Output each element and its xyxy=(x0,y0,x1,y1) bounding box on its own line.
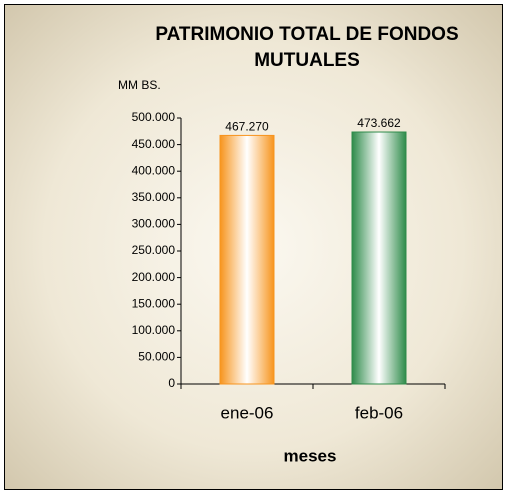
y-tick-label: 250.000 xyxy=(132,243,176,257)
x-tick-label: ene-06 xyxy=(221,403,274,422)
value-label: 467.270 xyxy=(225,120,269,134)
bar xyxy=(351,131,407,385)
y-tick-label: 450.000 xyxy=(132,137,176,151)
y-tick-label: 150.000 xyxy=(132,296,176,310)
y-tick-label: 500.000 xyxy=(132,110,176,124)
bar xyxy=(219,134,275,385)
value-label: 473.662 xyxy=(357,116,401,130)
x-tick-label: feb-06 xyxy=(355,403,403,422)
y-tick-label: 200.000 xyxy=(132,270,176,284)
y-tick-label: 50.000 xyxy=(138,350,175,364)
y-tick-label: 0 xyxy=(168,376,175,390)
x-axis-label: meses xyxy=(284,446,337,465)
y-axis-label: MM BS. xyxy=(118,78,161,92)
chart-title: PATRIMONIO TOTAL DE FONDOS MUTUALES xyxy=(155,24,459,71)
y-tick-label: 300.000 xyxy=(132,217,176,231)
y-tick-label: 350.000 xyxy=(132,190,176,204)
y-tick-label: 400.000 xyxy=(132,163,176,177)
y-tick-label: 100.000 xyxy=(132,323,176,337)
